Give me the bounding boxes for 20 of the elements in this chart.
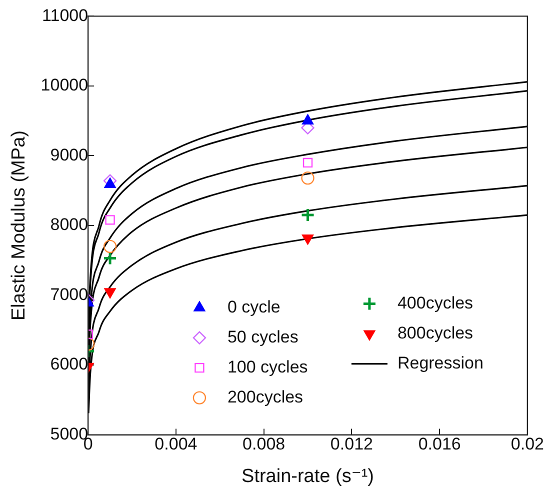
x-tick-label: 0.016 — [418, 434, 461, 454]
x-tick-label: 0.02 — [510, 434, 544, 454]
y-axis-title: Elastic Modulus (MPa) — [8, 130, 30, 321]
legend-label: 200cycles — [227, 387, 304, 406]
legend-label: 100 cycles — [227, 357, 308, 376]
y-tick-label: 11000 — [42, 6, 88, 25]
x-axis-title: Strain-rate (s⁻¹) — [242, 466, 374, 487]
legend-label: 800cycles — [397, 323, 474, 342]
y-tick-label: 10000 — [40, 76, 88, 95]
x-tick-label: 0.012 — [330, 434, 373, 454]
legend-label: 400cycles — [397, 293, 474, 312]
y-tick-label: 6000 — [50, 354, 88, 374]
y-tick-label: 9000 — [50, 145, 88, 164]
x-tick-label: 0.004 — [154, 434, 198, 454]
legend-label: 50 cycles — [227, 327, 298, 346]
y-tick-label: 7000 — [50, 284, 88, 304]
legend-label: 0 cycle — [227, 297, 280, 316]
legend-label: Regression — [397, 353, 484, 372]
x-tick-label: 0.008 — [242, 434, 286, 454]
y-tick-label: 8000 — [50, 215, 88, 234]
